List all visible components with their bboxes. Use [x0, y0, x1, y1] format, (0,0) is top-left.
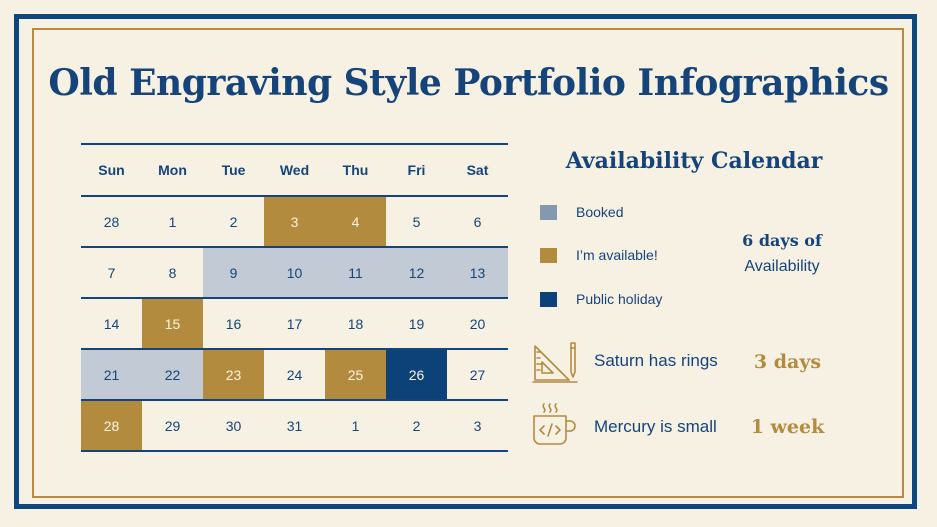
availability-title: Availability Calendar	[565, 148, 823, 174]
calendar-day-cell: 5	[412, 213, 421, 230]
inner-frame	[32, 28, 904, 498]
calendar-body: 28 1 2 3 4 5 6 7 8 9 10 11 12 13 14 15 16 17 18 19 20 21 22 23 2…	[81, 197, 508, 452]
weekday-thu: Thu	[342, 162, 369, 178]
calendar-day-cell: 31	[286, 417, 303, 434]
calendar-day-cell-booked: 12	[386, 248, 447, 297]
calendar-day-cell: 2	[229, 213, 238, 230]
calendar-week-row: 28 29 30 31 1 2 3	[81, 401, 508, 452]
calendar-header-row: Sun Mon Tue Wed Thu Fri Sat	[81, 145, 508, 197]
calendar-day-cell: 3	[473, 417, 482, 434]
stat-label-saturn: Saturn has rings	[594, 351, 718, 370]
calendar-day-cell: 16	[225, 315, 242, 332]
calendar-day-cell: 18	[347, 315, 364, 332]
legend-label: Booked	[576, 204, 624, 220]
calendar-day-cell-holiday: 26	[386, 350, 447, 399]
legend-holiday: Public holiday	[540, 289, 662, 309]
weekday-sun: Sun	[98, 162, 125, 178]
booked-swatch	[540, 204, 557, 220]
calendar-day-cell-booked: 22	[142, 350, 203, 399]
calendar-week-row: 21 22 23 24 25 26 27	[81, 350, 508, 401]
calendar-day-cell: 30	[225, 417, 242, 434]
weekday-fri: Fri	[407, 162, 426, 178]
calendar-day-cell: 7	[107, 264, 116, 281]
calendar-day-cell: 6	[473, 213, 482, 230]
legend-available: I’m available!	[540, 245, 658, 265]
calendar-day-cell-booked: 11	[325, 248, 386, 297]
code-mug-icon	[533, 403, 576, 445]
legend-label: I’m available!	[576, 247, 658, 263]
calendar-day-cell: 19	[408, 315, 425, 332]
calendar-day-cell: 8	[168, 264, 177, 281]
days-count: 6 days of	[742, 231, 822, 250]
days-subtitle: Availability	[744, 258, 820, 275]
calendar-day-cell: 27	[469, 366, 486, 383]
calendar-day-cell: 1	[168, 213, 177, 230]
weekday-mon: Mon	[158, 162, 187, 178]
outer-frame	[14, 14, 917, 509]
stat-value-saturn: 3 days	[753, 351, 822, 373]
page-title: Old Engraving Style Portfolio Infographi…	[48, 62, 889, 104]
calendar-day-cell: 14	[103, 315, 120, 332]
stat-value-mercury: 1 week	[750, 416, 825, 438]
calendar-day-cell-available: 25	[325, 350, 386, 399]
calendar-day-cell-available: 23	[203, 350, 264, 399]
calendar-day-cell-booked: 21	[81, 350, 142, 399]
calendar-day-cell: 17	[286, 315, 303, 332]
weekday-wed: Wed	[279, 162, 310, 178]
calendar-day-cell-booked: 9	[203, 248, 264, 297]
calendar-week-row: 28 1 2 3 4 5 6	[81, 197, 508, 248]
calendar-day-cell-booked: 10	[264, 248, 325, 297]
calendar-day-cell: 29	[164, 417, 181, 434]
calendar-day-cell: 2	[412, 417, 421, 434]
calendar-week-row: 7 8 9 10 11 12 13	[81, 248, 508, 299]
calendar-day-cell-available: 28	[81, 401, 142, 450]
calendar-day-cell-available: 4	[325, 197, 386, 246]
holiday-swatch	[540, 291, 557, 307]
stat-label-mercury: Mercury is small	[594, 417, 717, 436]
calendar-day-cell: 1	[351, 417, 360, 434]
calendar-day-cell-available: 3	[264, 197, 325, 246]
weekday-tue: Tue	[221, 162, 246, 178]
calendar-day-cell-available: 15	[142, 299, 203, 348]
calendar-day-cell-booked: 13	[447, 248, 508, 297]
calendar-day-cell: 28	[103, 213, 120, 230]
calendar-week-row: 14 15 16 17 18 19 20	[81, 299, 508, 350]
legend-label: Public holiday	[576, 291, 663, 307]
available-swatch	[540, 247, 557, 263]
weekday-sat: Sat	[466, 162, 489, 178]
availability-calendar: Sun Mon Tue Wed Thu Fri Sat 28 1 2 3 4 5 6 7 8 9 1…	[81, 143, 508, 452]
calendar-day-cell: 20	[469, 315, 486, 332]
drafting-tools-icon	[532, 342, 578, 383]
legend-booked: Booked	[540, 202, 623, 222]
calendar-day-cell: 24	[286, 366, 303, 383]
